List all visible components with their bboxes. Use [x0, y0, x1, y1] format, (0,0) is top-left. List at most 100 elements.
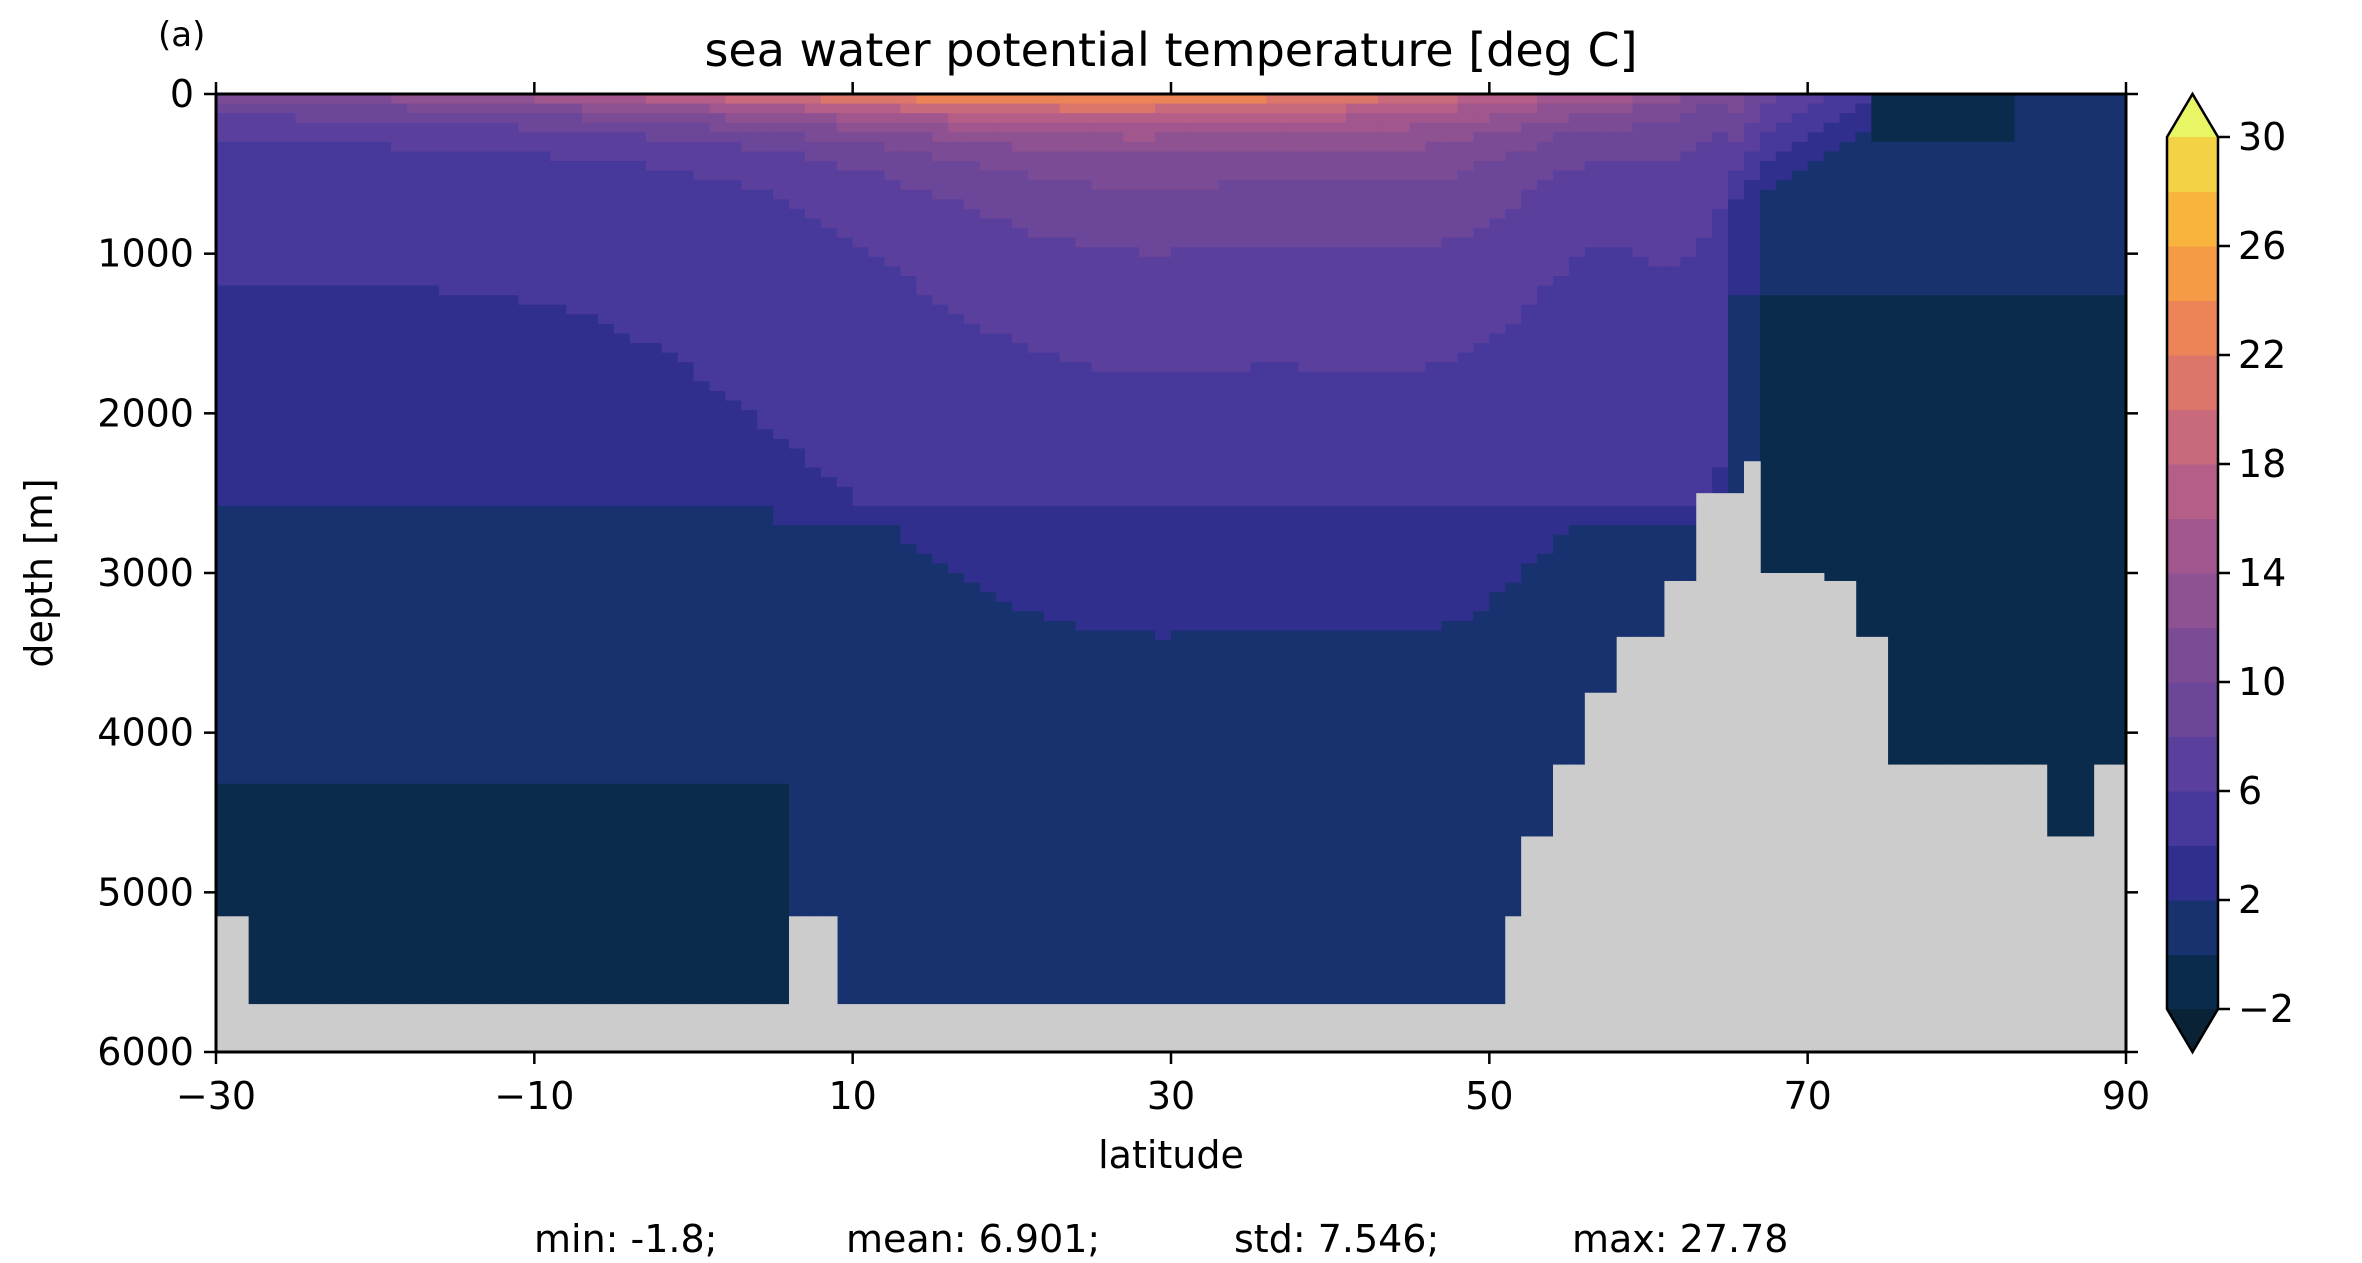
heatmap-cell — [900, 544, 918, 1005]
heatmap-cell — [741, 94, 758, 105]
heatmap-cell — [1043, 180, 1061, 239]
heatmap-cell — [247, 141, 265, 287]
heatmap-cell — [820, 113, 838, 124]
land-cell — [1584, 692, 1602, 1052]
heatmap-cell — [454, 783, 472, 1005]
heatmap-cell — [980, 218, 997, 335]
heatmap-cell — [980, 94, 997, 105]
heatmap-cell — [1107, 630, 1125, 1005]
heatmap-cell — [980, 505, 997, 593]
heatmap-cell — [1107, 113, 1125, 124]
heatmap-cell — [1409, 151, 1427, 182]
heatmap-cell — [1409, 94, 1427, 105]
heatmap-cell — [1171, 630, 1188, 1005]
heatmap-cell — [1584, 247, 1602, 507]
heatmap-cell — [1393, 247, 1411, 373]
heatmap-cell — [1632, 256, 1650, 507]
heatmap-cell — [1346, 630, 1363, 1005]
heatmap-cell — [1903, 94, 1920, 143]
heatmap-cell — [1075, 113, 1093, 124]
land-cell — [1218, 1004, 1236, 1052]
heatmap-cell — [1314, 94, 1331, 105]
heatmap-cell — [709, 180, 727, 392]
heatmap-cell — [534, 304, 552, 507]
stat-std: std: 7.546; — [1234, 1217, 1439, 1261]
x-tick-label: 50 — [1465, 1074, 1513, 1118]
heatmap-cell — [820, 477, 838, 526]
heatmap-cell — [820, 141, 838, 162]
heatmap-cell — [1043, 132, 1061, 153]
heatmap-cell — [1489, 113, 1507, 134]
heatmap-cell — [1234, 94, 1252, 105]
land-cell — [1887, 764, 1904, 1052]
land-mask — [216, 461, 2126, 1052]
heatmap-cell — [1648, 103, 1666, 124]
heatmap-cell — [470, 103, 488, 114]
heatmap-cell — [932, 113, 949, 124]
heatmap-cell — [661, 94, 679, 105]
heatmap-cell — [1362, 103, 1379, 114]
heatmap-cell — [343, 122, 361, 143]
heatmap-cell — [773, 151, 790, 201]
heatmap-cell — [900, 189, 918, 277]
heatmap-cell — [1027, 103, 1045, 114]
heatmap-cell — [1250, 505, 1268, 632]
heatmap-cell — [1489, 592, 1507, 1005]
heatmap-cell — [1489, 161, 1507, 220]
heatmap-cell — [629, 132, 647, 162]
heatmap-cell — [1011, 611, 1029, 1005]
heatmap-cell — [550, 103, 567, 114]
heatmap-cell — [932, 94, 949, 105]
heatmap-cell — [1775, 151, 1793, 182]
heatmap-cell — [804, 218, 822, 469]
heatmap-cell — [661, 122, 679, 143]
heatmap-cell — [2094, 94, 2111, 296]
heatmap-cell — [1250, 362, 1268, 507]
heatmap-cell — [964, 94, 981, 105]
heatmap-cell — [1171, 247, 1188, 373]
heatmap-cell — [1123, 630, 1140, 1005]
heatmap-cell — [1712, 103, 1729, 134]
heatmap-cell — [1266, 122, 1284, 134]
heatmap-cell — [1744, 295, 1761, 463]
heatmap-cell — [629, 161, 647, 344]
heatmap-cell — [1171, 371, 1188, 507]
heatmap-cell — [1982, 141, 2000, 296]
heatmap-cell — [1393, 180, 1411, 249]
heatmap-cell — [900, 132, 918, 153]
heatmap-cell — [677, 505, 695, 785]
land-cell — [1600, 692, 1618, 1052]
heatmap-cell — [1950, 295, 1968, 766]
heatmap-cell — [804, 122, 822, 143]
heatmap-cell — [789, 151, 806, 210]
heatmap-cell — [661, 352, 679, 507]
heatmap-cell — [1712, 94, 1729, 105]
heatmap-cell — [693, 113, 711, 124]
heatmap-cell — [295, 94, 313, 105]
heatmap-cell — [1584, 94, 1602, 105]
heatmap-cell — [773, 525, 790, 785]
heatmap-cell — [1139, 103, 1156, 114]
land-cell — [327, 1004, 345, 1052]
heatmap-cell — [1011, 170, 1029, 229]
land-cell — [1823, 580, 1841, 1052]
heatmap-cell — [1043, 505, 1061, 622]
heatmap-cell — [693, 141, 711, 182]
heatmap-cell — [1011, 132, 1029, 153]
heatmap-cell — [1075, 122, 1093, 134]
heatmap-cell — [1425, 141, 1443, 182]
land-cell — [1935, 764, 1952, 1052]
heatmap-cell — [231, 141, 249, 287]
heatmap-cell — [868, 141, 886, 172]
heatmap-cell — [343, 141, 361, 287]
heatmap-cell — [1600, 94, 1618, 105]
heatmap-cell — [1489, 103, 1507, 114]
heatmap-cell — [1473, 161, 1491, 229]
heatmap-cell — [1234, 132, 1252, 153]
heatmap-cell — [629, 505, 647, 785]
heatmap-cell — [311, 122, 329, 143]
heatmap-cell — [502, 505, 520, 785]
heatmap-cell — [375, 122, 392, 143]
heatmap-cell — [1457, 141, 1475, 172]
heatmap-cell — [1314, 247, 1331, 373]
